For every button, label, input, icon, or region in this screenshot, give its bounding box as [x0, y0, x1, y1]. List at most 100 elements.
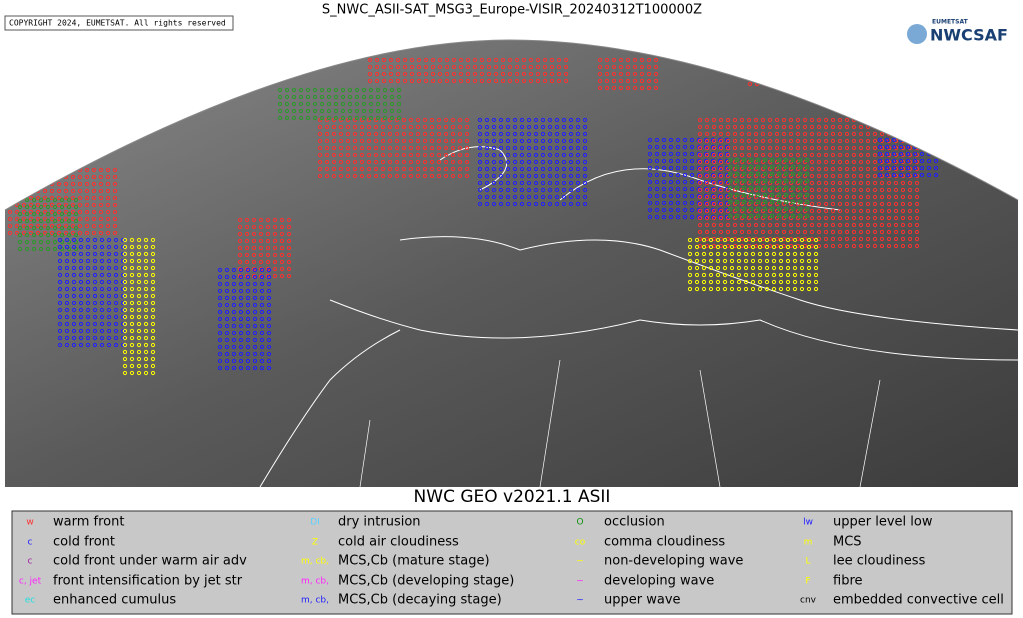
legend-label: occlusion: [604, 515, 665, 530]
map-symbol: [760, 152, 766, 158]
map-symbol: [7, 181, 13, 187]
map-symbol: [99, 328, 105, 334]
map-symbol: [231, 337, 237, 343]
map-symbol: [654, 165, 660, 171]
map-symbol: [830, 208, 836, 214]
map-symbol: [245, 330, 251, 336]
map-symbol: [92, 286, 98, 292]
map-symbol: [823, 229, 829, 235]
map-symbol: [252, 351, 258, 357]
map-symbol: [668, 179, 674, 185]
map-symbol: [774, 124, 780, 130]
map-symbol: [767, 229, 773, 235]
map-symbol: [122, 265, 128, 271]
map-symbol: [554, 138, 560, 144]
map-symbol: [326, 115, 332, 121]
map-symbol: [231, 309, 237, 315]
map-symbol: [632, 57, 638, 63]
map-symbol: [718, 117, 724, 123]
map-symbol: [49, 223, 55, 229]
map-symbol: [443, 117, 449, 123]
map-symbol: [858, 131, 864, 137]
map-symbol: [423, 64, 429, 70]
map-symbol: [711, 138, 717, 144]
map-symbol: [774, 117, 780, 123]
map-symbol: [804, 192, 810, 198]
map-symbol: [865, 159, 871, 165]
map-symbol: [35, 167, 41, 173]
map-symbol: [266, 337, 272, 343]
map-symbol: [380, 138, 386, 144]
map-symbol: [375, 115, 381, 121]
map-symbol: [150, 293, 156, 299]
map-symbol: [799, 251, 805, 257]
map-symbol: [491, 201, 497, 207]
map-symbol: [319, 87, 325, 93]
map-symbol: [804, 171, 810, 177]
map-symbol: [45, 246, 51, 252]
map-symbol: [757, 258, 763, 264]
map-symbol: [575, 194, 581, 200]
map-symbol: [106, 244, 112, 250]
map-symbol: [345, 131, 351, 137]
map-symbol: [907, 117, 913, 123]
map-symbol: [512, 159, 518, 165]
map-symbol: [639, 85, 645, 91]
map-symbol: [305, 101, 311, 107]
map-symbol: [519, 194, 525, 200]
map-symbol: [729, 272, 735, 278]
map-symbol: [694, 251, 700, 257]
map-symbol: [498, 166, 504, 172]
map-symbol: [252, 316, 258, 322]
map-symbol: [767, 145, 773, 151]
map-symbol: [725, 117, 731, 123]
map-symbol: [298, 101, 304, 107]
map-symbol: [91, 223, 97, 229]
map-symbol: [491, 138, 497, 144]
map-symbol: [251, 259, 257, 265]
map-symbol: [816, 229, 822, 235]
map-symbol: [14, 188, 20, 194]
map-symbol: [582, 194, 588, 200]
map-symbol: [783, 157, 789, 163]
map-symbol: [85, 272, 91, 278]
map-symbol: [877, 172, 883, 178]
map-symbol: [77, 216, 83, 222]
map-symbol: [374, 57, 380, 63]
map-symbol: [750, 251, 756, 257]
map-symbol: [556, 71, 562, 77]
map-symbol: [604, 64, 610, 70]
map-symbol: [526, 117, 532, 123]
map-symbol: [401, 166, 407, 172]
map-symbol: [429, 166, 435, 172]
legend-symbol: c: [28, 538, 33, 548]
map-symbol: [92, 244, 98, 250]
map-symbol: [436, 145, 442, 151]
map-symbol: [259, 330, 265, 336]
map-symbol: [464, 131, 470, 137]
map-symbol: [64, 237, 70, 243]
map-symbol: [704, 138, 710, 144]
map-symbol: [105, 223, 111, 229]
map-symbol: [743, 258, 749, 264]
map-symbol: [150, 258, 156, 264]
map-symbol: [582, 159, 588, 165]
map-symbol: [479, 64, 485, 70]
map-symbol: [472, 71, 478, 77]
map-symbol: [877, 158, 883, 164]
map-symbol: [28, 174, 34, 180]
map-symbol: [78, 307, 84, 313]
map-symbol: [689, 172, 695, 178]
map-symbol: [31, 232, 37, 238]
map-symbol: [568, 201, 574, 207]
map-symbol: [816, 145, 822, 151]
map-symbol: [17, 239, 23, 245]
map-symbol: [893, 222, 899, 228]
map-symbol: [224, 274, 230, 280]
map-symbol: [739, 145, 745, 151]
map-symbol: [359, 152, 365, 158]
map-symbol: [554, 187, 560, 193]
map-symbol: [279, 259, 285, 265]
map-symbol: [540, 166, 546, 172]
map-symbol: [71, 279, 77, 285]
